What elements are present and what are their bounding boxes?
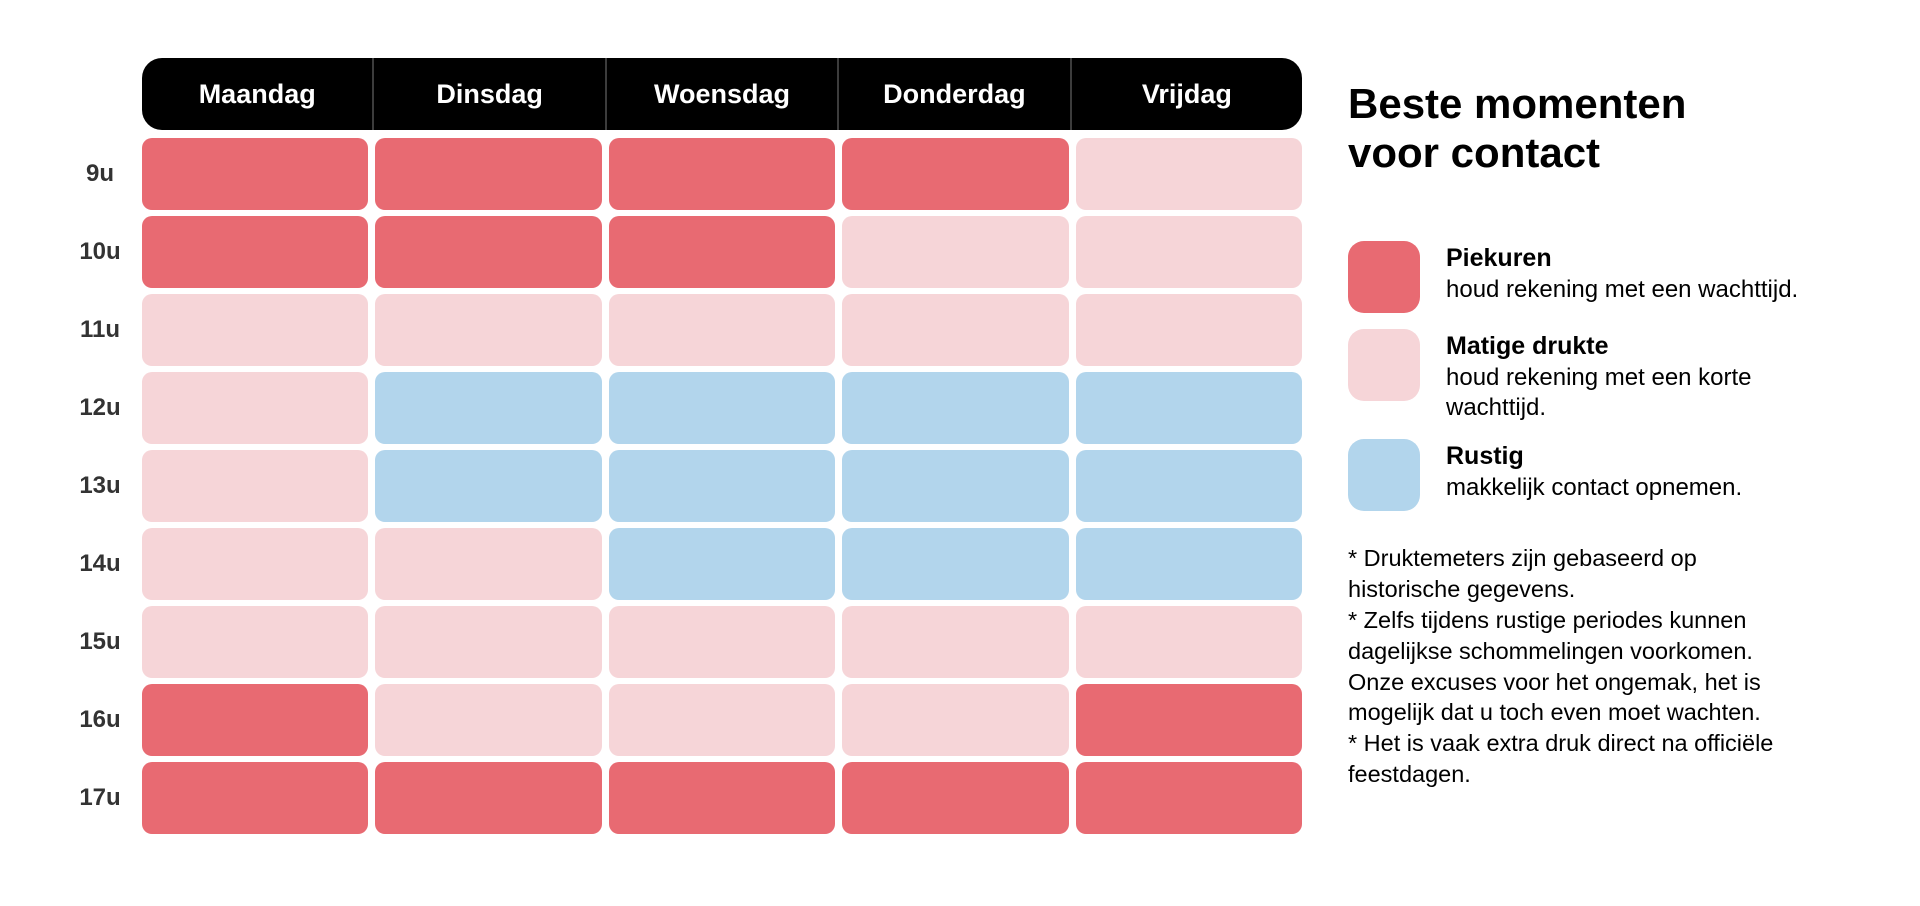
hour-label-14u: 14u <box>79 550 121 577</box>
heatmap-cell-vrijdag-12u <box>1075 372 1303 444</box>
legend-swatch-rustig <box>1348 439 1420 512</box>
day-header-cell-dinsdag: Dinsdag <box>372 58 604 130</box>
heatmap-cell-donderdag-10u <box>842 216 1069 288</box>
heatmap-cell-woensdag-15u <box>608 606 836 678</box>
heatmap-cell-maandag-13u <box>142 450 369 522</box>
heatmap-row-15u <box>142 606 1303 678</box>
hour-labels-column: 9u 10u 11u 12u 13u 14u 15u 16u 17u <box>58 58 142 840</box>
legend-title-matig: Matige drukte <box>1446 332 1609 361</box>
heatmap-row-14u <box>142 528 1303 600</box>
heatmap-cell-woensdag-12u <box>608 372 836 444</box>
heatmap-cell-dinsdag-12u <box>375 372 602 444</box>
footnotes: * Druktemeters zijn gebaseerd op histori… <box>1348 543 1803 789</box>
legend: Piekuren houd rekening met een wachttijd.… <box>1348 241 1820 512</box>
heatmap-cell-woensdag-16u <box>608 684 836 756</box>
footnote-3: * Het is vaak extra druk direct na offic… <box>1348 730 1774 787</box>
heatmap-cell-vrijdag-10u <box>1075 216 1303 288</box>
heatmap-row-16u <box>142 684 1303 756</box>
hour-label-16u: 16u <box>79 706 121 733</box>
page-title: Beste momenten voor contact <box>1348 80 1687 176</box>
heatmap-cell-dinsdag-13u <box>375 450 602 522</box>
heatmap-cell-dinsdag-16u <box>375 684 602 756</box>
heatmap-cell-maandag-11u <box>142 294 369 366</box>
legend-item-rustig: Rustig makkelijk contact opnemen. <box>1348 439 1820 512</box>
legend-title-rustig: Rustig <box>1446 442 1524 471</box>
legend-text-matig: Matige drukte houd rekening met een korte… <box>1446 329 1802 423</box>
heatmap-cell-vrijdag-17u <box>1075 762 1303 834</box>
heatmap-row-11u <box>142 294 1303 366</box>
heatmap-grid <box>142 138 1303 834</box>
heatmap-cell-maandag-12u <box>142 372 369 444</box>
heatmap-cell-dinsdag-11u <box>375 294 602 366</box>
contact-heatmap: 9u 10u 11u 12u 13u 14u 15u 16u 17u Maandag Dinsda… <box>58 58 1303 840</box>
heatmap-cell-dinsdag-10u <box>375 216 602 288</box>
heatmap-cell-maandag-9u <box>142 138 369 210</box>
heatmap-cell-woensdag-9u <box>608 138 836 210</box>
hour-label-17u: 17u <box>79 784 121 811</box>
heatmap-cell-vrijdag-15u <box>1075 606 1303 678</box>
heatmap-cell-woensdag-17u <box>608 762 836 834</box>
heatmap-cell-vrijdag-13u <box>1075 450 1303 522</box>
heatmap-cell-maandag-17u <box>142 762 369 834</box>
heatmap-row-12u <box>142 372 1303 444</box>
heatmap-cell-vrijdag-14u <box>1075 528 1303 600</box>
heatmap-cell-vrijdag-9u <box>1075 138 1303 210</box>
hour-label-9u: 9u <box>85 160 114 187</box>
heatmap-cell-dinsdag-17u <box>375 762 602 834</box>
heatmap-row-17u <box>142 762 1303 834</box>
hour-label-10u: 10u <box>79 238 121 265</box>
day-header-cell-woensdag: Woensdag <box>604 58 837 130</box>
heatmap-cell-maandag-15u <box>142 606 369 678</box>
heatmap-cell-vrijdag-11u <box>1075 294 1303 366</box>
heatmap-cell-maandag-14u <box>142 528 369 600</box>
heatmap-row-9u <box>142 138 1303 210</box>
heatmap-cell-dinsdag-9u <box>375 138 602 210</box>
hour-label-12u: 12u <box>79 394 121 421</box>
day-header-cell-donderdag: Donderdag <box>837 58 1069 130</box>
heatmap-cell-donderdag-15u <box>842 606 1069 678</box>
footnote-1: * Druktemeters zijn gebaseerd op histori… <box>1348 545 1697 603</box>
heatmap-row-13u <box>142 450 1303 522</box>
heatmap-cell-donderdag-13u <box>842 450 1069 522</box>
heatmap-row-10u <box>142 216 1303 288</box>
heatmap-cell-donderdag-16u <box>842 684 1069 756</box>
day-header-cell-vrijdag: Vrijdag <box>1069 58 1302 130</box>
legend-swatch-matig <box>1348 329 1420 402</box>
heatmap-cell-woensdag-13u <box>608 450 836 522</box>
heatmap-cell-woensdag-11u <box>608 294 836 366</box>
legend-title-piek: Piekuren <box>1446 244 1552 273</box>
hour-label-11u: 11u <box>79 316 121 343</box>
info-panel: Beste momenten voor contact Piekuren houd… <box>1348 80 1820 790</box>
heatmap-cell-donderdag-17u <box>842 762 1069 834</box>
day-header-cell-maandag: Maandag <box>198 78 316 109</box>
legend-text-piek: Piekuren houd rekening met een wachttijd. <box>1446 241 1802 305</box>
legend-text-rustig: Rustig makkelijk contact opnemen. <box>1446 439 1802 503</box>
hour-label-13u: 13u <box>79 472 121 499</box>
legend-item-piek: Piekuren houd rekening met een wachttijd. <box>1348 241 1820 314</box>
heatmap-cell-woensdag-14u <box>608 528 836 600</box>
heatmap-cell-maandag-10u <box>142 216 369 288</box>
heatmap-cell-woensdag-10u <box>608 216 836 288</box>
heatmap-grid-column: Maandag Dinsdag Woensdag Donderdag Vrijdag <box>142 58 1303 840</box>
footnote-2: * Zelfs tijdens rustige periodes kunnen … <box>1348 606 1761 726</box>
heatmap-cell-dinsdag-15u <box>375 606 602 678</box>
legend-swatch-piek <box>1348 241 1420 314</box>
heatmap-cell-dinsdag-14u <box>375 528 602 600</box>
heatmap-cell-donderdag-9u <box>842 138 1069 210</box>
heatmap-cell-donderdag-14u <box>842 528 1069 600</box>
hour-label-15u: 15u <box>79 628 121 655</box>
legend-item-matig: Matige drukte houd rekening met een korte… <box>1348 329 1820 423</box>
day-header-row: Maandag Dinsdag Woensdag Donderdag Vrijdag <box>142 58 1302 130</box>
heatmap-cell-maandag-16u <box>142 684 369 756</box>
heatmap-cell-vrijdag-16u <box>1075 684 1303 756</box>
heatmap-cell-donderdag-11u <box>842 294 1069 366</box>
heatmap-cell-donderdag-12u <box>842 372 1069 444</box>
